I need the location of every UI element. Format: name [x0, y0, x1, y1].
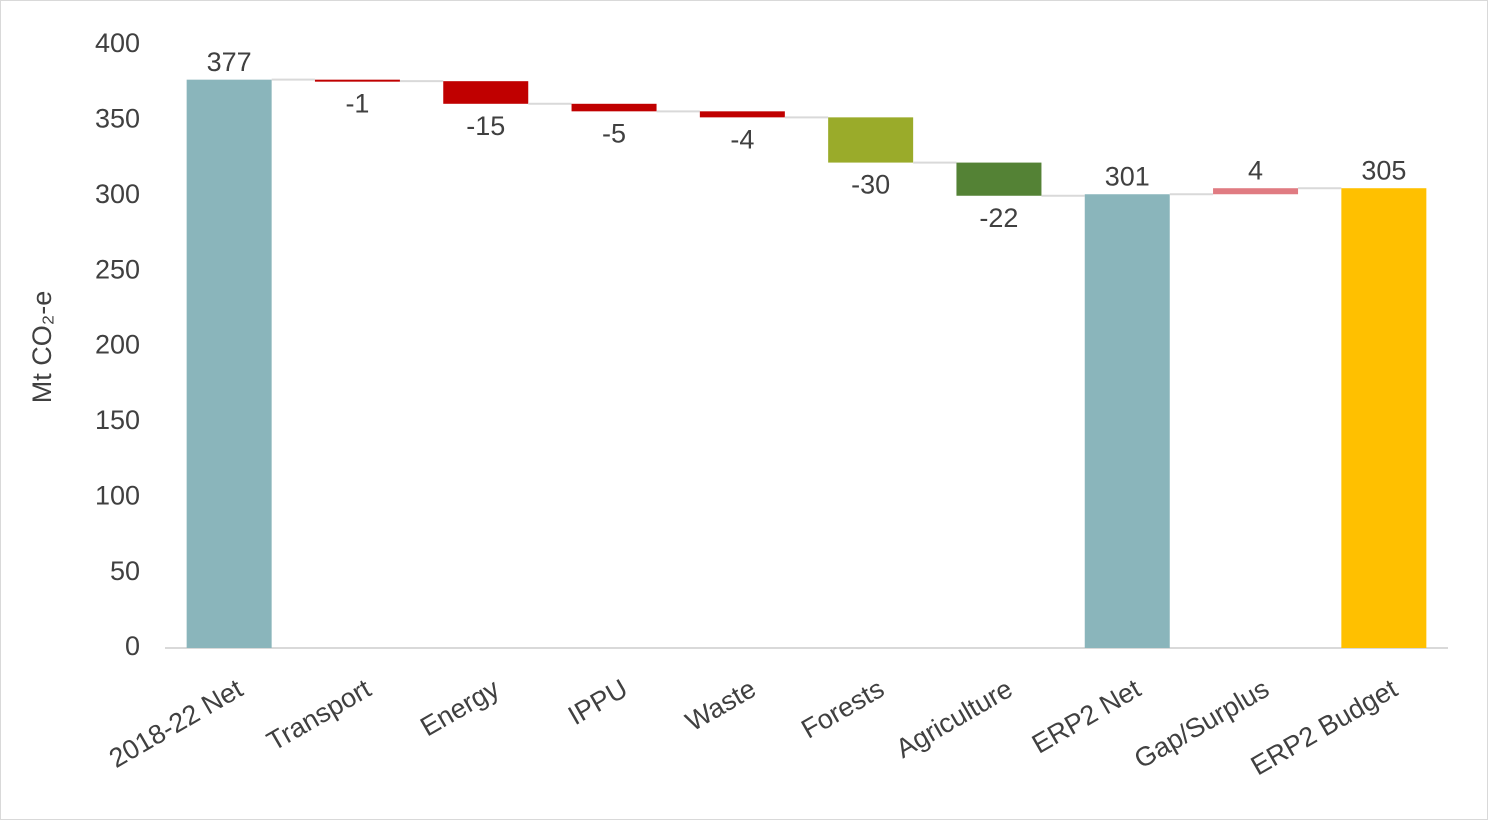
bar [828, 117, 914, 163]
data-label: -22 [979, 203, 1018, 233]
y-tick-label: 100 [95, 480, 140, 510]
bar [571, 103, 657, 112]
data-label: -4 [730, 124, 754, 154]
x-tick-label: 2018-22 Net [104, 673, 248, 774]
y-tick-label: 350 [95, 104, 140, 134]
data-label: -5 [602, 118, 626, 148]
x-tick-label: Forests [796, 673, 889, 744]
bar [1084, 194, 1170, 648]
bar [1341, 188, 1427, 648]
x-tick-label: ERP2 Net [1027, 673, 1146, 759]
data-label: 4 [1248, 155, 1263, 185]
bar [186, 79, 272, 649]
bar [1213, 188, 1299, 195]
data-label: 301 [1105, 161, 1150, 191]
bar [314, 79, 400, 82]
y-tick-label: 200 [95, 330, 140, 360]
bar [443, 81, 529, 104]
x-tick-label: Transport [262, 673, 377, 756]
y-tick-label: 400 [95, 28, 140, 58]
y-tick-label: 0 [125, 631, 140, 661]
data-label: -15 [466, 111, 505, 141]
y-tick-label: 250 [95, 254, 140, 284]
x-tick-label: IPPU [563, 673, 633, 730]
bar [699, 111, 785, 118]
bar [956, 162, 1042, 196]
x-tick-label: ERP2 Budget [1246, 673, 1403, 781]
y-tick-label: 300 [95, 179, 140, 209]
y-tick-label: 150 [95, 405, 140, 435]
data-label: 377 [207, 47, 252, 77]
y-axis-label: Mt CO₂-e [27, 291, 57, 403]
x-tick-label: Agriculture [891, 673, 1018, 764]
x-tick-label: Energy [415, 673, 505, 742]
data-label: -1 [345, 88, 369, 118]
y-tick-label: 50 [110, 556, 140, 586]
data-label: -30 [851, 170, 890, 200]
data-label: 305 [1361, 155, 1406, 185]
x-tick-label: Waste [681, 673, 761, 737]
